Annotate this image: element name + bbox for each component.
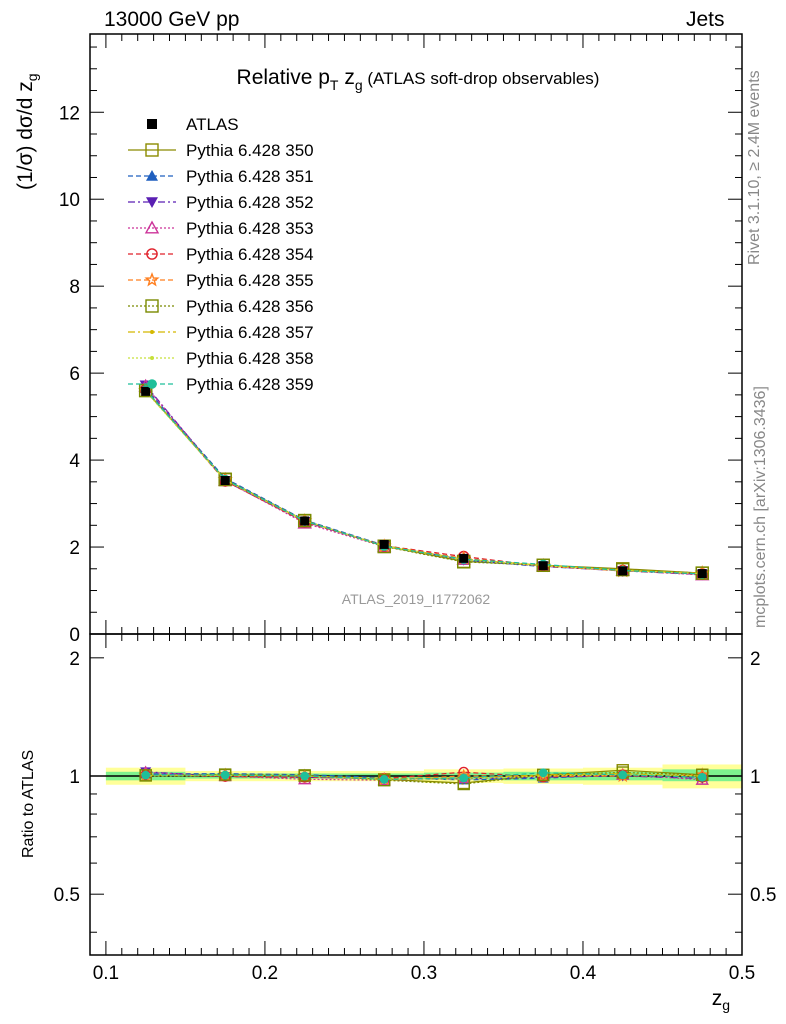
series-line	[145, 389, 703, 575]
ratio-series-line	[145, 772, 703, 780]
marker-square	[379, 539, 389, 549]
legend-label: Pythia 6.428 359	[186, 375, 314, 394]
marker-square	[147, 119, 157, 129]
marker-open-square	[145, 299, 159, 313]
ratio-series-10	[141, 768, 707, 784]
marker-square	[459, 553, 469, 563]
legend-label: Pythia 6.428 358	[186, 349, 314, 368]
x-tick-label: 0.1	[93, 963, 119, 984]
marker-square	[141, 386, 151, 396]
y-tick-label: 12	[59, 103, 80, 124]
ratio-series-line	[145, 773, 703, 781]
marker-circle	[538, 768, 548, 778]
series-line	[145, 390, 703, 575]
y-tick-label: 0	[69, 625, 80, 646]
marker-triangle-up	[146, 170, 158, 181]
marker-circle	[141, 770, 151, 780]
chart-title: Relative pT zg (ATLAS soft-drop observab…	[237, 66, 600, 93]
legend-entry: Pythia 6.428 357	[128, 323, 314, 342]
y-tick-label: 6	[69, 364, 80, 385]
legend-entry: Pythia 6.428 350	[128, 141, 314, 160]
marker-open-circle	[146, 248, 158, 260]
marker-circle	[379, 774, 389, 784]
marker-open-triangle	[144, 220, 160, 234]
ratio-y-tick-label: 1	[69, 767, 80, 788]
legend-label: Pythia 6.428 356	[186, 297, 314, 316]
x-tick-label: 0.4	[570, 963, 597, 984]
ratio-panel: 0.1 0.2 0.3 0.4 0.5 0.5 0.5 1 1 2 2 zg	[54, 633, 776, 1013]
marker-triangle-down	[146, 197, 158, 208]
marker-circle	[300, 771, 310, 781]
process-label: Jets	[686, 8, 725, 31]
legend-label: Pythia 6.428 351	[186, 167, 314, 186]
ratio-y-tick-label-right: 2	[750, 649, 761, 670]
legend-entry: Pythia 6.428 355	[128, 271, 314, 290]
series-line	[145, 390, 703, 574]
marker-dot	[150, 356, 154, 360]
legend-label: Pythia 6.428 357	[186, 323, 314, 342]
y-tick-label: 4	[69, 451, 80, 472]
y-tick-label: 2	[69, 538, 80, 559]
legend-entry: Pythia 6.428 352	[128, 193, 314, 212]
legend-label: ATLAS	[186, 115, 239, 134]
legend: ATLAS Pythia 6.428 350 Pythia 6.428 351 Pyt…	[128, 115, 314, 394]
marker-square	[220, 476, 230, 486]
marker-circle	[220, 770, 230, 780]
ratio-series-line	[145, 771, 703, 780]
legend-label: Pythia 6.428 354	[186, 245, 314, 264]
main-panel: 0 2 4 6 8 10 12 Relative pT zg (ATLAS soft-drop…	[59, 33, 743, 646]
x-tick-label: 0.2	[252, 963, 278, 984]
marker-square	[300, 516, 310, 526]
legend-label: Pythia 6.428 352	[186, 193, 314, 212]
ratio-y-tick-label: 2	[69, 649, 80, 670]
marker-circle	[697, 772, 707, 782]
legend-entry: ATLAS	[147, 115, 239, 134]
y-tick-label: 10	[59, 190, 80, 211]
y-tick-label: 8	[69, 277, 80, 298]
data-points	[141, 386, 707, 579]
legend-entry: Pythia 6.428 359	[128, 375, 314, 394]
x-tick-label: 0.3	[411, 963, 437, 984]
ratio-y-tick-label-right: 1	[750, 767, 761, 788]
series-line	[145, 384, 703, 576]
x-axis-title: zg	[712, 987, 730, 1013]
legend-label: Pythia 6.428 355	[186, 271, 314, 290]
marker-circle	[147, 379, 157, 389]
legend-entry: Pythia 6.428 351	[128, 167, 314, 186]
marker-open-square	[297, 513, 312, 528]
legend-label: Pythia 6.428 353	[186, 219, 314, 238]
legend-entry: Pythia 6.428 358	[128, 349, 314, 368]
marker-square	[618, 566, 628, 576]
analysis-watermark: ATLAS_2019_I1772062	[342, 591, 491, 607]
marker-circle	[618, 770, 628, 780]
x-tick-label: 0.5	[729, 963, 755, 984]
marker-open-square	[377, 773, 391, 787]
legend-entry: Pythia 6.428 354	[128, 245, 314, 264]
legend-label: Pythia 6.428 350	[186, 141, 314, 160]
marker-square	[538, 561, 548, 571]
ratio-y-tick-label: 0.5	[54, 885, 80, 906]
marker-open-square	[145, 143, 159, 157]
ratio-frame	[89, 633, 743, 956]
marker-dot	[150, 330, 154, 334]
marker-open-star	[144, 272, 160, 287]
marker-circle	[459, 773, 469, 783]
marker-square	[697, 569, 707, 579]
energy-label: 13000 GeV pp	[104, 8, 240, 31]
legend-entry: Pythia 6.428 356	[128, 297, 314, 316]
legend-entry: Pythia 6.428 353	[128, 219, 314, 238]
marker-open-square	[218, 472, 232, 486]
ratio-y-tick-label-right: 0.5	[750, 885, 776, 906]
